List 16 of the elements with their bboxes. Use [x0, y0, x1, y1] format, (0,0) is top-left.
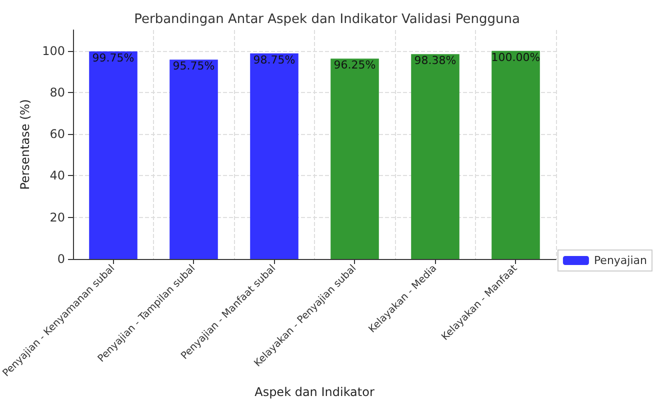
y-tick-label: 60 [50, 127, 65, 142]
chart-title: Perbandingan Antar Aspek dan Indikator Validasi Pengguna [134, 12, 520, 27]
data-label: 96.25% [334, 58, 376, 72]
data-label: 100.00% [491, 50, 540, 64]
y-tick-label: 20 [50, 210, 65, 224]
data-label: 95.75% [172, 60, 215, 73]
y-axis-title: Persentase (%) [18, 99, 32, 190]
data-label: 98.38% [414, 54, 456, 68]
y-tick-label: 80 [50, 85, 65, 100]
x-axis-title: Aspek dan Indikator [254, 385, 374, 399]
data-label: 99.75% [92, 51, 134, 64]
y-tick-label: 40 [50, 168, 65, 183]
data-label: 98.75% [253, 53, 296, 66]
y-tick-label: 0 [57, 252, 65, 266]
legend-label: Penyajian [594, 254, 648, 267]
y-tick-label: 100 [42, 44, 65, 58]
